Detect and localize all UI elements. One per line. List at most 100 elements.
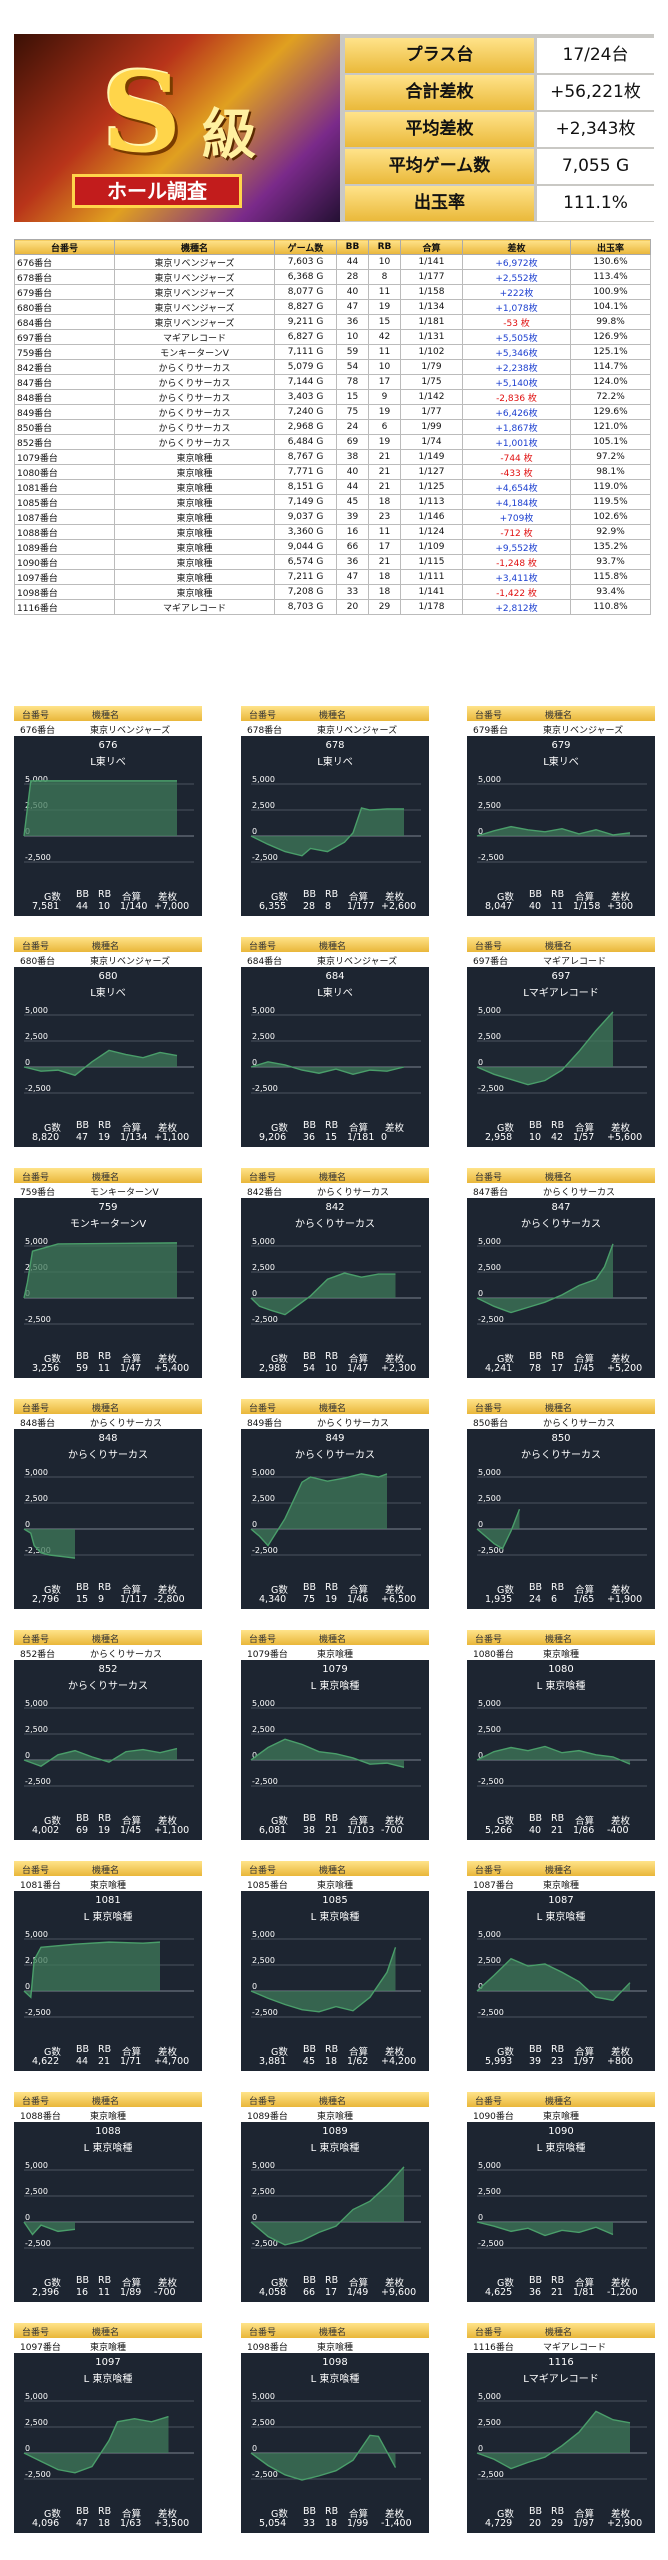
y-tick-label: -2,500 [25,1777,51,1786]
card-model: 東京喰種 [317,1650,354,1660]
card-number: 697 [551,971,571,982]
table-cell: 東京喰種 [114,509,275,525]
table-cell: 44 [336,254,369,270]
table-cell: 104.1% [570,299,651,315]
table-cell: +5,140枚 [462,374,571,390]
y-tick-label: 2,500 [252,2187,275,2196]
slump-line [476,825,631,837]
card-header: 台番号 機種名 [467,1630,655,1645]
table-cell: 680番台 [14,299,115,315]
table-cell: 6,484 G [274,434,337,450]
summary-row: プラス台 17/24台 [345,38,654,73]
table-cell: 124.0% [570,374,651,390]
y-tick-label: 5,000 [252,1699,275,1708]
stat-label: 差枚 [158,2047,178,2058]
card-number: 679 [551,740,571,751]
card-number: 1116 [548,2357,574,2368]
summary-value: +2,343枚 [537,112,654,147]
table-row: 1087番台 東京喰種 9,037 G 39 23 1/146 +709枚 102.6% [14,509,651,525]
table-cell: 7,111 G [274,344,337,360]
kishu-label: 機種名 [545,1635,573,1645]
slump-area [24,1242,177,1298]
card-subheader: 697番台 マギアレコード [467,952,655,967]
stat-label: 差枚 [611,892,631,903]
card-model-short: L 東京喰種 [536,1681,586,1692]
card-model-short: L 東京喰種 [83,1912,133,1923]
slump-chart: 5,000 2,500 0 -2,500 [23,2161,194,2249]
stat-value: 1/62 [347,2056,369,2067]
card-subheader: 1085番台 東京喰種 [241,1876,429,1891]
stat-value: 18 [325,2518,338,2529]
table-cell: +2,238枚 [462,359,571,375]
stat-value: +3,500 [154,2518,190,2529]
stat-label: 合算 [575,2047,595,2058]
stat-value: 8 [325,901,332,912]
stat-value: +7,000 [154,901,190,912]
slump-area [251,2166,404,2245]
graph-card: 台番号 機種名 676番台 東京リベンジャーズ 676 L東リべ 5,0002,5000-2… [14,706,202,916]
card-subheader: 1090番台 東京喰種 [467,2107,655,2122]
table-cell: 3,360 G [274,524,337,540]
table-cell: 10 [368,359,401,375]
stat-label: RB [98,1582,112,1593]
stat-label: 合算 [349,892,369,903]
stat-label: 合算 [122,1816,142,1827]
table-row: 1098番台 東京喰種 7,208 G 33 18 1/141 -1,422 枚 93.4% [14,584,651,600]
logo-letter: S [102,48,182,177]
summary-value: +56,221枚 [537,75,654,110]
slump-line [23,1941,161,1999]
table-cell: +4,654枚 [462,479,571,495]
table-cell: 45 [336,494,369,510]
slump-chart: 5,000 2,500 0 -2,500 [250,1468,421,1556]
y-tick-label: -2,500 [25,1315,51,1324]
stat-label: G数 [271,2509,288,2520]
slump-area [24,1748,177,1767]
table-cell: からくりサーカス [114,359,275,375]
stat-label: 差枚 [385,1123,405,1134]
stat-label: G数 [44,2509,61,2520]
stat-label: 合算 [349,2278,369,2289]
table-cell: 16 [336,524,369,540]
stat-label: 差枚 [158,1354,178,1365]
y-tick-label: -2,500 [478,1315,504,1324]
stat-value: +9,600 [381,2287,417,2298]
table-cell: 11 [368,344,401,360]
dai-label: 台番号 [22,2097,50,2107]
table-cell: 676番台 [14,254,115,270]
y-tick-label: 2,500 [252,2418,275,2427]
y-tick-label: 0 [478,1520,483,1529]
y-tick-label: 0 [252,1289,257,1298]
y-tick-label: 5,000 [25,1930,48,1939]
stat-label: G数 [44,2047,61,2058]
stat-label: RB [551,889,565,900]
card-header: 台番号 機種名 [241,1861,429,1876]
dai-label: 台番号 [475,2328,503,2338]
y-tick-label: -2,500 [25,853,51,862]
card-header: 台番号 機種名 [14,937,202,952]
card-dai: 847番台 [473,1188,509,1198]
card-header: 台番号 機種名 [241,937,429,952]
stat-label: 差枚 [385,1354,405,1365]
table-row: 850番台 からくりサーカス 2,968 G 24 6 1/99 +1,867枚 121.0% [14,419,651,435]
kishu-label: 機種名 [92,1866,120,1876]
stat-value: 19 [98,1132,111,1143]
table-cell: 7,771 G [274,464,337,480]
logo-kanji: 級 [202,102,256,166]
table-cell: 105.1% [570,434,651,450]
y-tick-label: 2,500 [252,801,275,810]
table-row: 1079番台 東京喰種 8,767 G 38 21 1/149 -744 枚 97.2% [14,449,651,465]
stat-label: 合算 [122,892,142,903]
table-cell: 11 [368,284,401,300]
slump-area [477,2411,630,2469]
stat-label: BB [76,1120,90,1131]
graph-card: 台番号機種名759番台モンキーターンV759モンキーターンV5,0002,500… [14,1168,202,1378]
machine-table: 台番号 機種名 ゲーム数 BB RB 合算 差枚 出玉率 676番台 東京リベンジャーズ 7,60… [14,239,651,615]
stat-value: 29 [551,2518,564,2529]
y-tick-label: -2,500 [252,853,278,862]
stat-value: 1/140 [120,901,148,912]
table-cell: 78 [336,374,369,390]
table-cell: 18 [368,584,401,600]
table-cell: +5,505枚 [462,329,571,345]
stat-value: 44 [76,901,89,912]
stat-value: 78 [529,1363,542,1374]
